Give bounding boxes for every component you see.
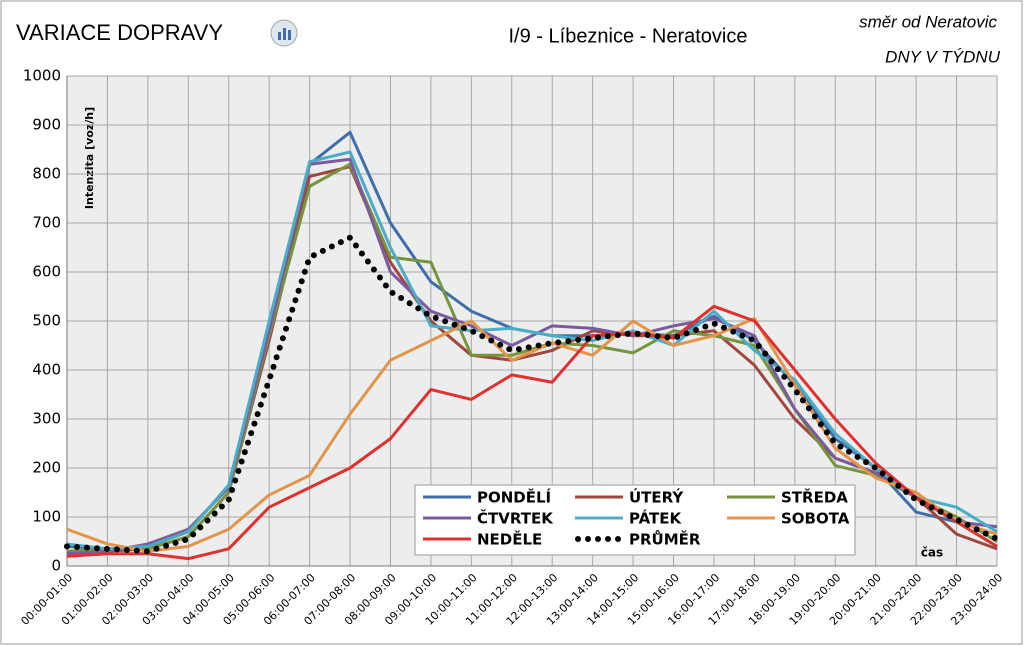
y-tick-label: 300 — [32, 410, 61, 428]
legend-label: PÁTEK — [629, 509, 683, 528]
y-tick-label: 900 — [32, 116, 61, 134]
y-tick-label: 600 — [32, 263, 61, 281]
y-axis-label: Intenzita [voz/h] — [83, 107, 96, 209]
series-line — [66, 317, 998, 553]
legend-label: PONDĚLÍ — [477, 488, 552, 507]
annotation: směr od Neratovic — [859, 12, 997, 31]
y-tick-label: 700 — [32, 214, 61, 232]
series-line — [66, 150, 998, 551]
legend-label: SOBOTA — [781, 510, 850, 528]
y-tick-label: 0 — [51, 557, 61, 575]
y-tick-label: 200 — [32, 459, 61, 477]
annotation: DNY V TÝDNU — [885, 47, 1001, 66]
y-tick-label: 500 — [32, 312, 61, 330]
legend-label: STŘEDA — [781, 488, 848, 507]
y-tick-label: 800 — [32, 165, 61, 183]
legend-label: NEDĚLE — [477, 530, 542, 549]
y-tick-label: 1000 — [23, 67, 61, 85]
title-icon — [270, 19, 298, 47]
series-line — [66, 304, 998, 561]
legend-label: PRŮMĚR — [629, 529, 701, 549]
legend-label: ÚTERÝ — [629, 488, 684, 507]
legend: PONDĚLÍ ÚTERÝ STŘEDA ČTVRTEK PÁTEK SOBOTA NEDĚ… — [414, 484, 856, 556]
y-tick-label: 100 — [32, 508, 61, 526]
series-line — [66, 162, 998, 553]
chart-title: VARIACE DOPRAVY — [16, 20, 223, 45]
legend-box — [414, 484, 856, 556]
chart-subtitle: I/9 - Líbeznice - Neratovice — [509, 25, 748, 47]
y-tick-label: 400 — [32, 361, 61, 379]
legend-label: ČTVRTEK — [477, 509, 554, 528]
series-line — [64, 234, 1000, 555]
x-axis-label: čas — [921, 546, 943, 560]
